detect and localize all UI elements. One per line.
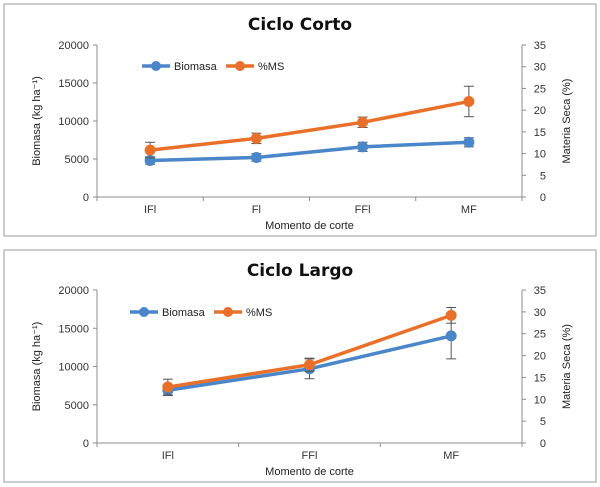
y2-tick-label: 20 — [534, 351, 546, 363]
y2-tick-label: 35 — [534, 40, 546, 52]
y2-tick-label: 10 — [534, 149, 546, 161]
y-tick-label: 20000 — [58, 285, 89, 297]
data-point — [445, 309, 457, 321]
y-tick-label: 10000 — [58, 116, 89, 128]
y2-tick-label: 30 — [534, 307, 546, 319]
x-tick-label: FFl — [302, 450, 318, 462]
y2-tick-label: 5 — [540, 170, 546, 182]
y-axis-title: Biomasa (kg ha⁻¹) — [31, 322, 43, 412]
y-tick-label: 20000 — [58, 40, 89, 52]
y2-tick-label: 25 — [534, 329, 546, 341]
x-tick-label: IFl — [144, 204, 156, 216]
y2-tick-label: 0 — [540, 192, 546, 204]
x-tick-label: FFl — [355, 204, 371, 216]
legend: Biomasa %MS — [142, 61, 284, 73]
series-ms — [144, 85, 475, 159]
data-point — [463, 95, 475, 107]
chart-title: Ciclo Largo — [247, 261, 353, 281]
chart-2: Ciclo Largo 0 5000 10000 15000 20000 0 5 10 15 20 2… — [3, 249, 597, 483]
y2-tick-label: 0 — [540, 438, 546, 450]
y-tick-label: 15000 — [58, 323, 89, 335]
data-point — [357, 141, 369, 153]
y2-tick-label: 5 — [540, 416, 546, 428]
legend-swatch-marker — [139, 307, 149, 317]
chart-title: Ciclo Corto — [248, 15, 352, 35]
data-point — [463, 136, 475, 148]
legend-label: Biomasa — [162, 307, 206, 319]
x-axis-title: Momento de corte — [265, 466, 354, 478]
y2-tick-label: 20 — [534, 105, 546, 117]
data-point — [144, 144, 156, 156]
x-tick-label: MF — [443, 450, 459, 462]
y2-tick-label: 10 — [534, 394, 546, 406]
y-tick-label: 5000 — [65, 154, 89, 166]
y-tick-label: 5000 — [65, 400, 89, 412]
x-tick-label: Fl — [252, 204, 261, 216]
series-line — [148, 99, 471, 152]
y-tick-label: 10000 — [58, 362, 89, 374]
y-tick-label: 15000 — [58, 78, 89, 90]
y2-tick-label: 30 — [534, 62, 546, 74]
legend-swatch-marker — [235, 61, 245, 71]
legend-swatch-marker — [151, 61, 161, 71]
data-point — [162, 381, 174, 393]
data-point — [250, 151, 262, 163]
data-point — [357, 116, 369, 128]
legend: Biomasa %MS — [130, 307, 272, 319]
x-axis-title: Momento de corte — [265, 220, 354, 232]
x-tick-label: IFl — [162, 450, 174, 462]
y-tick-label: 0 — [83, 192, 89, 204]
legend-label: %MS — [246, 307, 272, 319]
series-line — [148, 140, 471, 163]
y-axis-title: Biomasa (kg ha⁻¹) — [31, 76, 43, 166]
y2-tick-label: 15 — [534, 127, 546, 139]
x-tick-label: MF — [461, 204, 477, 216]
series-ms — [162, 306, 457, 396]
y2-tick-label: 35 — [534, 285, 546, 297]
legend-swatch-marker — [223, 307, 233, 317]
y2-tick-label: 15 — [534, 372, 546, 384]
series-biomasa — [144, 136, 475, 167]
data-point — [445, 330, 457, 342]
y2-tick-label: 25 — [534, 83, 546, 95]
y2-axis-title: Materia Seca (%) — [561, 79, 573, 164]
data-point — [250, 132, 262, 144]
chart-frame — [3, 3, 597, 237]
data-point — [304, 359, 315, 371]
y2-axis-title: Materia Seca (%) — [561, 324, 573, 409]
y-tick-label: 0 — [83, 438, 89, 450]
legend-label: %MS — [258, 61, 284, 73]
legend-label: Biomasa — [174, 61, 218, 73]
chart-1: Ciclo Corto 0 5000 10000 15000 20000 0 5 10 15 20 2… — [3, 3, 597, 237]
